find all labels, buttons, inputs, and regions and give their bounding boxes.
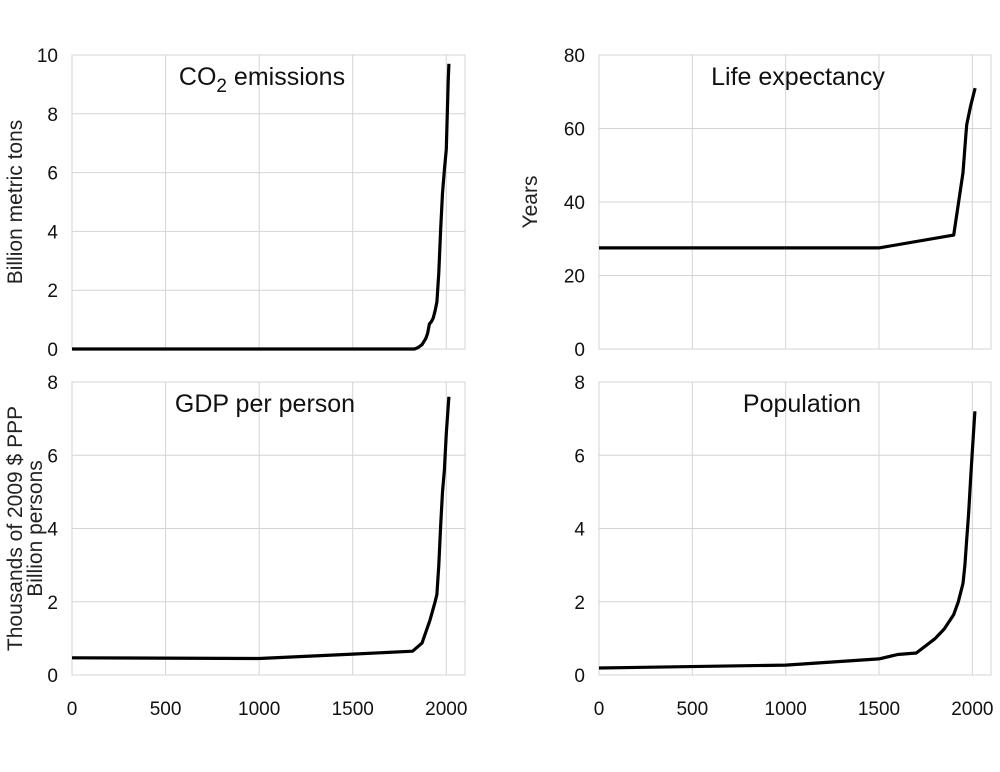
title-rest: emissions — [227, 63, 345, 91]
y-axis-label: Years — [519, 176, 542, 229]
y-tick-label: 4 — [574, 520, 585, 541]
x-tick-label: 1500 — [332, 699, 374, 720]
y-tick-label: 6 — [47, 446, 58, 467]
x-tick-label: 500 — [676, 699, 708, 720]
x-tick-label: 2000 — [951, 699, 993, 720]
x-tick-label: 500 — [150, 699, 182, 720]
y-tick-label: 2 — [47, 281, 58, 302]
y-tick-label: 2 — [47, 593, 58, 614]
panel-3: 0 500 1000 1500 2000 0 2 4 6 8 Thousands of 2009 $… — [4, 373, 467, 720]
panel-title: Population — [743, 390, 861, 418]
series-line — [598, 411, 977, 670]
series-line — [72, 63, 451, 351]
x-tick-label: 0 — [594, 699, 605, 720]
y-tick-label: 40 — [564, 193, 585, 214]
y-axis-label: Thousands of 2009 $ PPP — [4, 406, 27, 651]
x-tick-label: 0 — [67, 699, 78, 720]
y-axis-label: Billion persons — [24, 460, 47, 597]
y-tick-label: 10 — [37, 46, 58, 67]
y-tick-label: 4 — [47, 222, 58, 243]
y-tick-label: 0 — [574, 666, 585, 687]
panel-title: GDP per person — [175, 390, 355, 418]
y-tick-label: 80 — [564, 46, 585, 67]
y-tick-label: 0 — [574, 340, 585, 361]
y-tick-label: 8 — [47, 373, 58, 394]
y-tick-label: 20 — [564, 267, 585, 288]
x-tick-label: 1000 — [765, 699, 807, 720]
y-tick-label: 8 — [47, 105, 58, 126]
title-subscript: 2 — [216, 76, 227, 97]
y-tick-label: 6 — [47, 164, 58, 185]
plot-frame — [71, 54, 466, 350]
y-tick-label: 0 — [47, 666, 58, 687]
y-tick-label: 8 — [574, 373, 585, 394]
y-tick-label: 60 — [564, 120, 585, 141]
panel-title: Life expectancy — [711, 63, 885, 91]
y-tick-label: 4 — [47, 520, 58, 541]
x-tick-label: 1500 — [858, 699, 900, 720]
y-axis-label: Billion metric tons — [4, 120, 27, 285]
series-line — [599, 87, 977, 250]
series-line — [71, 396, 451, 661]
x-tick-label: 2000 — [425, 699, 467, 720]
x-tick-label: 1000 — [238, 699, 280, 720]
panel-title: CO2 emissions — [179, 63, 345, 97]
title-main: CO — [179, 63, 217, 91]
y-tick-label: 0 — [47, 340, 58, 361]
y-tick-label: 6 — [574, 446, 585, 467]
panel-4: 0 500 1000 1500 2000 0 2 4 6 8 Billion persons Popu… — [24, 373, 993, 720]
y-tick-label: 2 — [574, 593, 585, 614]
panel-2: 0 20 40 60 80 Years Life expectancy — [519, 46, 992, 361]
